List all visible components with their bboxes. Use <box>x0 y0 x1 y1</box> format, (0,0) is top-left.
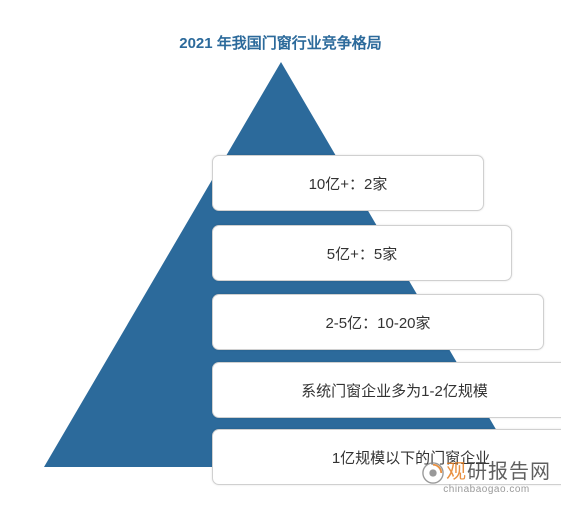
watermark-brand: 观研报告网 <box>422 455 551 484</box>
pyramid-level-3: 2-5亿：10-20家 <box>212 294 544 350</box>
pyramid-level-2-label: 5亿+：5家 <box>327 243 397 264</box>
pyramid-diagram: 10亿+：2家 5亿+：5家 2-5亿：10-20家 系统门窗企业多为1-2亿规… <box>44 62 519 467</box>
pyramid-level-1: 10亿+：2家 <box>212 155 484 211</box>
pyramid-level-4-label: 系统门窗企业多为1-2亿规模 <box>301 380 488 401</box>
watermark-domain: chinabaogao.com <box>443 484 529 495</box>
watermark-logo-icon <box>422 462 444 484</box>
pyramid-level-3-label: 2-5亿：10-20家 <box>325 312 430 333</box>
pyramid-level-2: 5亿+：5家 <box>212 225 512 281</box>
pyramid-level-1-label: 10亿+：2家 <box>309 173 388 194</box>
watermark-brand-prefix: 观 <box>446 461 467 483</box>
watermark: 观研报告网 chinabaogao.com <box>422 455 551 495</box>
watermark-brand-suffix: 研报告网 <box>467 461 551 483</box>
pyramid-level-4: 系统门窗企业多为1-2亿规模 <box>212 362 561 418</box>
chart-title: 2021 年我国门窗行业竞争格局 <box>179 32 382 53</box>
